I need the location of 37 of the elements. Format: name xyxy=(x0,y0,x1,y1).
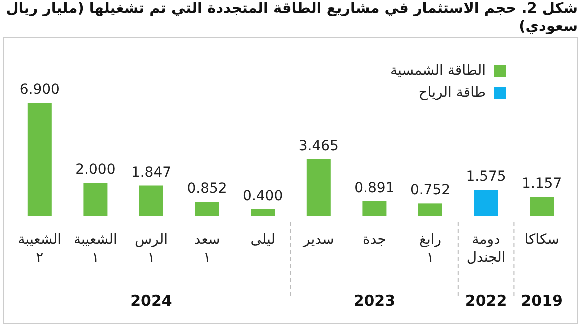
bar xyxy=(84,183,108,216)
bar xyxy=(530,197,554,216)
data-label: 0.400 xyxy=(243,188,284,204)
x-tick-label: جدة xyxy=(363,232,386,248)
bar xyxy=(306,159,331,216)
text: 2019 xyxy=(521,292,563,310)
x-tick-label: الشعيبة ١ xyxy=(74,232,118,266)
text: 2023 xyxy=(354,292,396,310)
data-label: 1.575 xyxy=(466,169,506,186)
bar xyxy=(28,103,52,216)
data-label: 1.847 xyxy=(131,164,172,181)
data-label: 0.752 xyxy=(410,182,451,199)
data-label: 0.852 xyxy=(187,181,228,198)
data-label: 1.157 xyxy=(522,176,562,192)
bar xyxy=(474,190,498,216)
x-tick-label: سعد ١ xyxy=(194,232,220,266)
x-tick-label: سدير xyxy=(302,232,334,248)
legend-label: طاقة الرياح xyxy=(418,85,486,101)
text: 2022 xyxy=(465,292,508,310)
x-tick-label: دومة الجندل xyxy=(466,232,506,266)
text: 2024 xyxy=(130,292,172,310)
bar xyxy=(362,201,387,216)
data-label: 3.465 xyxy=(298,138,339,154)
x-tick-label: ليلى xyxy=(250,232,276,248)
bar xyxy=(195,202,220,216)
bar xyxy=(140,186,164,216)
x-tick-label: الشعيبة ٢ xyxy=(18,232,62,266)
data-label: 6.900 xyxy=(20,82,60,98)
data-label: 2.000 xyxy=(76,162,116,178)
x-tick-label: سكاكا xyxy=(524,232,560,248)
data-label: 0.891 xyxy=(354,180,395,196)
legend-label: الطاقة الشمسية xyxy=(390,63,486,79)
bar xyxy=(418,204,442,216)
x-tick-label: رابغ ١ xyxy=(420,232,442,266)
chart-title: شكل 2. حجم الاستثمار في مشاريع الطاقة المتجددة التي تم تشغيلها (مليار ريال سعودي) xyxy=(5,0,578,36)
x-tick-label: الرس ١ xyxy=(135,232,168,266)
bar xyxy=(251,209,276,216)
